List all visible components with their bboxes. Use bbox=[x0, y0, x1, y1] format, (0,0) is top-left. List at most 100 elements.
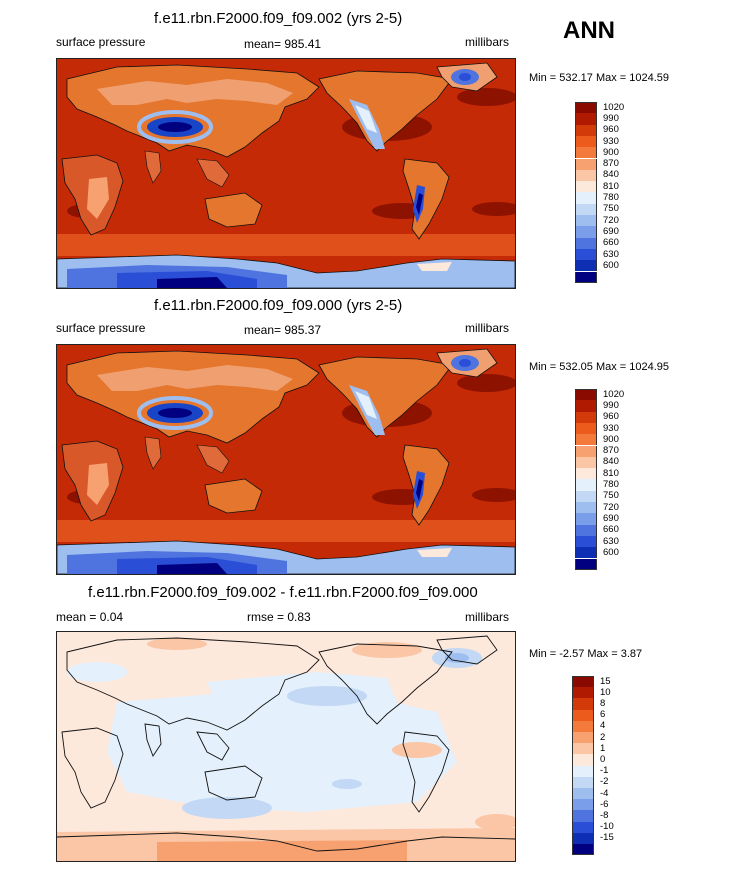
colorbar-tick-label: 600 bbox=[603, 259, 619, 271]
colorbar-swatch bbox=[572, 776, 594, 788]
panel2-units-label: millibars bbox=[465, 321, 510, 335]
colorbar-swatch bbox=[575, 181, 597, 193]
colorbar-swatch bbox=[575, 271, 597, 283]
colorbar-tick-label: -4 bbox=[600, 787, 609, 799]
panel1-map bbox=[56, 58, 516, 289]
colorbar-tick-label: 990 bbox=[603, 112, 619, 124]
colorbar-swatch bbox=[572, 810, 594, 822]
colorbar-tick-label: 720 bbox=[603, 501, 619, 513]
colorbar-swatch bbox=[575, 535, 597, 548]
colorbar-tick-label: 8 bbox=[600, 698, 606, 709]
colorbar-swatch bbox=[572, 799, 594, 811]
colorbar-swatch bbox=[575, 237, 597, 249]
colorbar-swatch bbox=[572, 709, 594, 721]
panel2-title: f.e11.rbn.F2000.f09_f09.000 (yrs 2-5) bbox=[154, 297, 403, 314]
colorbar-tick-label: 840 bbox=[603, 169, 619, 181]
colorbar-swatch bbox=[572, 754, 594, 766]
colorbar-tick-label: 0 bbox=[600, 754, 606, 765]
colorbar-swatch bbox=[572, 720, 594, 732]
colorbar-swatch bbox=[575, 422, 597, 435]
colorbar-swatch bbox=[572, 732, 594, 744]
colorbar-swatch bbox=[572, 687, 594, 699]
colorbar-swatch bbox=[572, 765, 594, 777]
colorbar-tick-label: 1020 bbox=[603, 388, 625, 400]
colorbar-tick-label: 930 bbox=[603, 135, 619, 147]
colorbar-tick-label: 720 bbox=[603, 214, 619, 226]
colorbar-swatch bbox=[575, 389, 597, 401]
colorbar-tick-label: 960 bbox=[603, 124, 619, 136]
colorbar-swatch bbox=[575, 124, 597, 136]
colorbar-tick-label: 810 bbox=[603, 467, 619, 479]
colorbar-swatch bbox=[572, 743, 594, 755]
colorbar-swatch bbox=[572, 698, 594, 710]
colorbar-swatch bbox=[572, 788, 594, 800]
colorbar-tick-label: 1020 bbox=[603, 101, 625, 113]
colorbar-tick-label: 810 bbox=[603, 180, 619, 192]
colorbar-tick-label: 780 bbox=[603, 479, 619, 491]
colorbar-tick-label: 930 bbox=[603, 422, 619, 434]
colorbar-tick-label: -1 bbox=[600, 765, 609, 777]
colorbar-tick-label: 6 bbox=[600, 709, 606, 721]
panel2-mean-label: mean= 985.37 bbox=[244, 323, 322, 337]
colorbar-swatch bbox=[572, 832, 594, 844]
panel1-title: f.e11.rbn.F2000.f09_f09.002 (yrs 2-5) bbox=[154, 10, 403, 27]
colorbar-tick-label: 750 bbox=[603, 203, 619, 215]
panel2-map bbox=[56, 344, 516, 575]
colorbar-swatch bbox=[575, 479, 597, 491]
colorbar-swatch bbox=[575, 248, 597, 261]
colorbar-tick-label: 750 bbox=[603, 490, 619, 502]
colorbar-tick-label: 870 bbox=[603, 158, 619, 170]
colorbar-swatch bbox=[575, 215, 597, 227]
colorbar-tick-label: -6 bbox=[600, 798, 609, 810]
colorbar-tick-label: 840 bbox=[603, 456, 619, 468]
colorbar-swatch bbox=[575, 558, 597, 570]
colorbar-tick-label: 15 bbox=[600, 675, 611, 687]
colorbar-tick-label: 960 bbox=[603, 411, 619, 423]
colorbar-tick-label: 990 bbox=[603, 399, 619, 411]
colorbar-swatch bbox=[575, 158, 597, 170]
panel3-map bbox=[56, 631, 516, 862]
colorbar-swatch bbox=[575, 400, 597, 412]
colorbar-swatch bbox=[575, 169, 597, 182]
colorbar-swatch bbox=[575, 102, 597, 114]
colorbar-swatch bbox=[575, 490, 597, 502]
colorbar-tick-label: 630 bbox=[603, 535, 619, 547]
colorbar-swatch bbox=[575, 547, 597, 559]
colorbar-tick-label: 10 bbox=[600, 686, 611, 698]
colorbar-tick-label: 600 bbox=[603, 546, 619, 558]
colorbar-tick-label: 2 bbox=[600, 731, 606, 743]
colorbar-tick-label: -2 bbox=[600, 776, 609, 788]
colorbar-tick-label: 4 bbox=[600, 720, 606, 732]
colorbar-tick-label: 660 bbox=[603, 524, 619, 536]
season-label: ANN bbox=[563, 17, 615, 44]
colorbar-swatch bbox=[575, 147, 597, 159]
colorbar-swatch bbox=[575, 468, 597, 480]
panel3-units-label: millibars bbox=[465, 610, 510, 624]
panel3-title: f.e11.rbn.F2000.f09_f09.002 - f.e11.rbn.… bbox=[88, 584, 478, 601]
colorbar-swatch bbox=[575, 113, 597, 125]
panel1-units-label: millibars bbox=[465, 35, 510, 49]
colorbar-swatch bbox=[575, 135, 597, 148]
colorbar-swatch bbox=[572, 821, 594, 833]
panel1-mean-label: mean= 985.41 bbox=[244, 37, 322, 51]
colorbar-swatch bbox=[572, 844, 594, 856]
panel1-map-graphic bbox=[57, 59, 515, 288]
panel2-map-graphic bbox=[57, 345, 515, 574]
colorbar-tick-label: -10 bbox=[600, 821, 614, 833]
colorbar-tick-label: 780 bbox=[603, 192, 619, 204]
panel3-minmax: Min = -2.57 Max = 3.87 bbox=[529, 648, 643, 660]
colorbar-swatch bbox=[575, 226, 597, 238]
colorbar-tick-label: 690 bbox=[603, 225, 619, 237]
panel3-mean-label: mean = 0.04 bbox=[56, 610, 124, 624]
colorbar-tick-label: 870 bbox=[603, 445, 619, 457]
colorbar-tick-label: 660 bbox=[603, 237, 619, 249]
colorbar-swatch bbox=[575, 411, 597, 423]
colorbar-tick-label: 1 bbox=[600, 742, 606, 754]
colorbar-swatch bbox=[572, 676, 594, 688]
colorbar-swatch bbox=[575, 192, 597, 204]
colorbar-tick-label: -15 bbox=[600, 832, 614, 844]
panel1-variable-label: surface pressure bbox=[56, 35, 146, 49]
panel1-minmax: Min = 532.17 Max = 1024.59 bbox=[529, 72, 670, 84]
colorbar-tick-label: 690 bbox=[603, 512, 619, 524]
colorbar-swatch bbox=[575, 513, 597, 525]
